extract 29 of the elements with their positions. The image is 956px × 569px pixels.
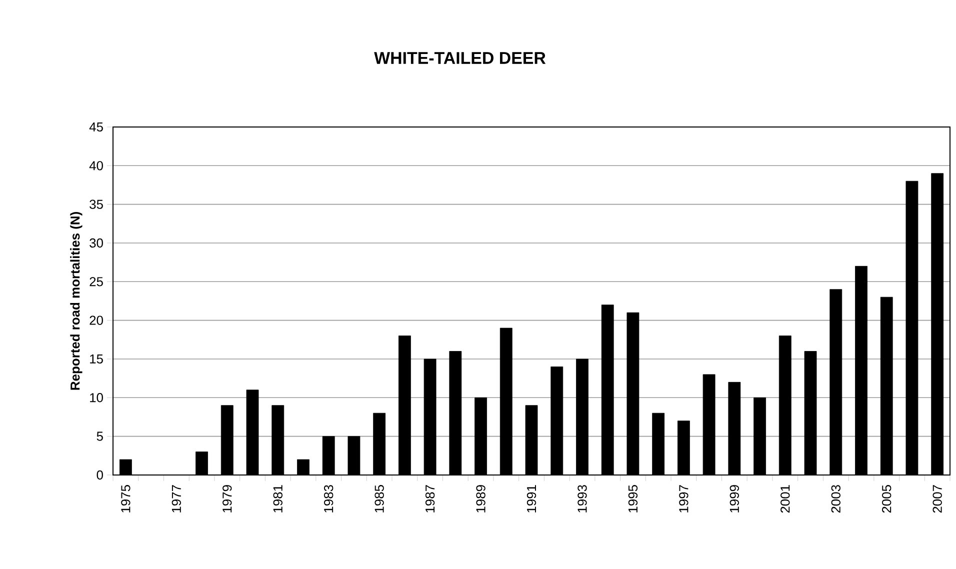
- x-tick-label: 2001: [780, 485, 790, 513]
- x-tick-label: 1997: [679, 485, 688, 512]
- x-tick-label: 1979: [222, 485, 232, 512]
- x-tick-label: 2005: [882, 485, 892, 513]
- x-tick-label: 1991: [526, 485, 536, 512]
- x-tick-label: 1999: [730, 485, 739, 512]
- chart-title: WHITE-TAILED DEER: [374, 52, 546, 64]
- x-tick-label: 1983: [324, 485, 334, 512]
- y-tick-label: 10: [90, 393, 103, 402]
- y-tick-label: 20: [90, 316, 103, 325]
- x-tick-label: 1987: [425, 485, 435, 512]
- y-tick-label: 25: [90, 277, 103, 286]
- x-tick-label: 1975: [121, 485, 130, 512]
- y-tick-label: 35: [90, 200, 103, 209]
- x-tick-label: 1981: [273, 485, 282, 512]
- y-tick-label: 5: [96, 432, 103, 441]
- y-tick-label: 15: [90, 354, 103, 364]
- x-tick-label: 2007: [932, 485, 942, 513]
- x-tick-label: 1989: [476, 485, 486, 512]
- x-tick-label: 1993: [578, 485, 587, 512]
- x-tick-label: 1985: [374, 485, 384, 512]
- y-tick-label: 45: [89, 122, 103, 132]
- y-tick-label: 30: [90, 238, 103, 248]
- x-tick-label: 1977: [172, 485, 181, 512]
- x-tick-label: 1995: [628, 485, 638, 512]
- x-tick-label: 2003: [831, 485, 840, 513]
- y-tick-label: 0: [96, 470, 103, 480]
- y-axis-title: Reported road mortalities (N): [70, 212, 82, 390]
- y-tick-label: 40: [89, 161, 103, 170]
